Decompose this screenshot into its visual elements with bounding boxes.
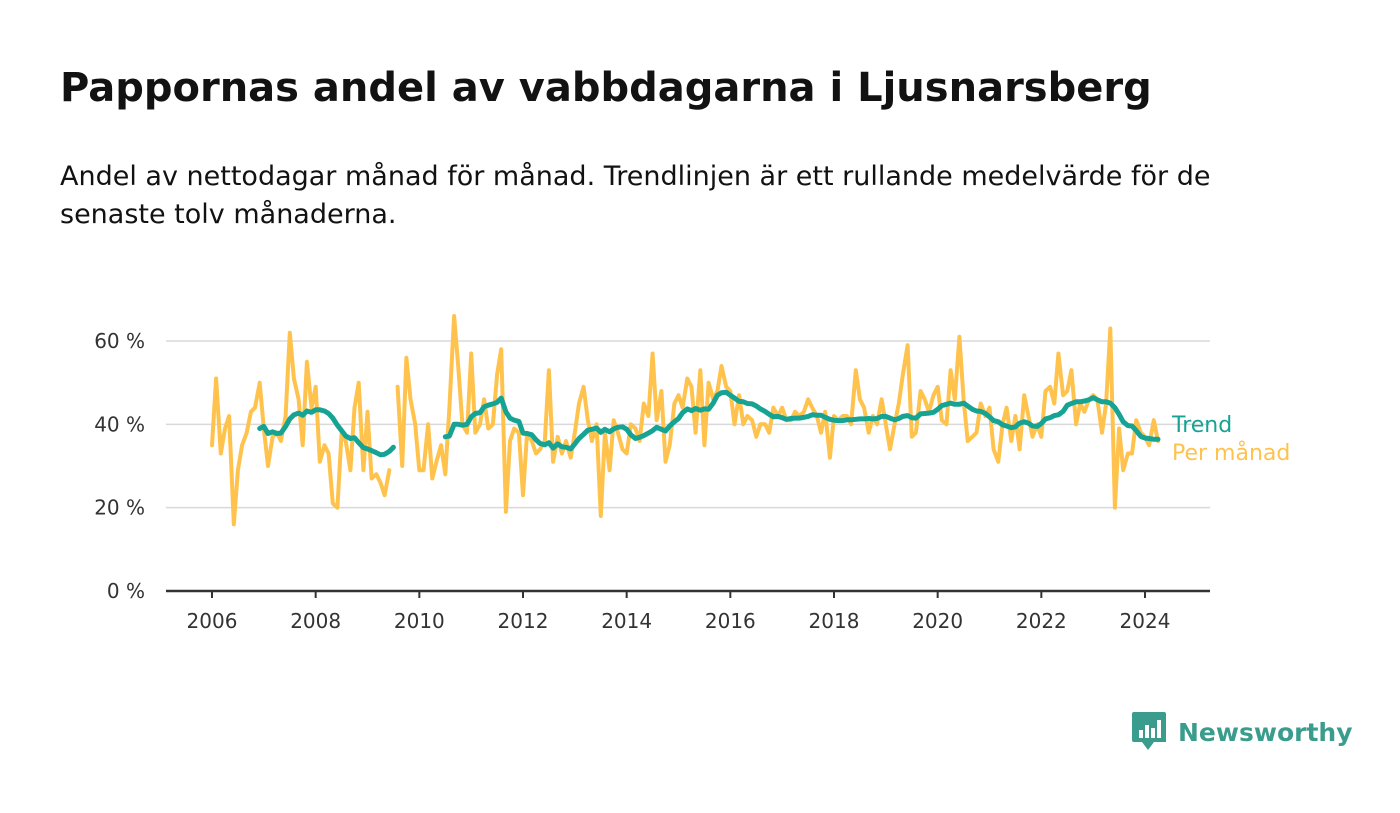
chart-subtitle: Andel av nettodagar månad för månad. Tre…: [60, 161, 1211, 230]
series-line-per-manad-segment-0: [210, 330, 392, 527]
brand-name: Newsworthy: [1178, 717, 1353, 747]
newsworthy-logo-icon: [1132, 712, 1166, 750]
x-tick-label: 2020: [912, 609, 963, 633]
legend-label-per-manad: Per månad: [1172, 440, 1290, 466]
x-tick-label: 2016: [705, 609, 756, 633]
x-tick-label: 2018: [809, 609, 860, 633]
x-tick-label: 2024: [1120, 609, 1171, 633]
y-tick-label: 0 %: [107, 579, 145, 603]
x-tick-label: 2012: [498, 609, 549, 633]
legend-label-trend: Trend: [1171, 413, 1232, 438]
x-tick-label: 2014: [601, 609, 652, 633]
series-line-trend-segment-0: [257, 407, 396, 458]
x-tick-label: 2010: [394, 609, 445, 633]
y-tick-label: 40 %: [94, 412, 145, 436]
y-tick-label: 20 %: [94, 496, 145, 520]
gridlines: [166, 340, 1210, 509]
y-axis: 0 % 20 % 40 % 60 %: [94, 329, 145, 603]
newsworthy-logo: Newsworthy: [1132, 712, 1353, 752]
chart-title: Pappornas andel av vabbdagarna i Ljusnar…: [60, 65, 1152, 111]
y-tick-label: 60 %: [94, 329, 145, 353]
x-tick-label: 2022: [1016, 609, 1067, 633]
series-lines: [210, 314, 1161, 527]
x-tick-label: 2008: [290, 609, 341, 633]
x-tick-label: 2006: [187, 609, 238, 633]
line-chart: 0 % 20 % 40 % 60 % 2006 2008 2010 2012 2014 2016…: [94, 314, 1290, 633]
series-line-trend-segment-1: [442, 389, 1161, 452]
x-axis: 2006 2008 2010 2012 2014 2016 2018 2020 2022 2024: [166, 589, 1210, 633]
